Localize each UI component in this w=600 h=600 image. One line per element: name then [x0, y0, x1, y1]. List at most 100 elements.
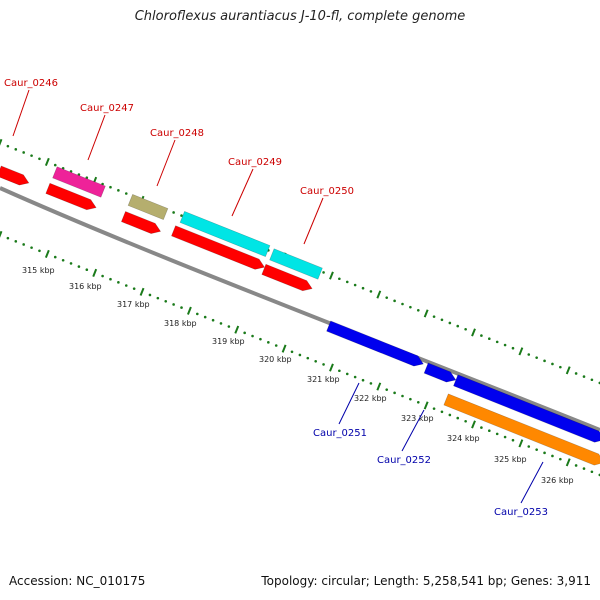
tick-dot — [582, 375, 586, 378]
tick-mark — [44, 157, 50, 167]
tick-dot — [172, 303, 175, 306]
genome-summary: Topology: circular; Length: 5,258,541 bp… — [261, 574, 591, 588]
tick-dot — [259, 337, 262, 341]
tick-dot — [535, 356, 538, 359]
tick-dot — [101, 274, 104, 278]
inner-tick-ring — [0, 230, 600, 477]
tick-mark — [329, 271, 334, 280]
tick-dot — [22, 243, 25, 246]
cds-feature — [45, 182, 97, 211]
scale-label: 320 kbp — [259, 355, 292, 364]
tick-dot — [85, 268, 89, 272]
tick-dot — [543, 451, 546, 455]
tick-dot — [132, 287, 136, 290]
gene-label-reverse: Caur_0253 — [494, 507, 548, 518]
tick-dot — [345, 280, 349, 284]
tick-dot — [495, 340, 499, 344]
tick-dot — [211, 318, 215, 322]
tick-mark — [92, 268, 98, 277]
tick-dot — [117, 281, 120, 284]
tick-dot — [551, 454, 554, 458]
tick-dot — [14, 240, 18, 243]
tick-dot — [156, 296, 160, 300]
tick-dot — [124, 284, 128, 287]
tick-dot — [416, 309, 420, 312]
tick-dot — [369, 382, 373, 385]
tick-dot — [590, 470, 594, 474]
tick-dot — [456, 416, 460, 420]
scale-label: 324 kbp — [447, 434, 480, 443]
label-leader-line — [12, 89, 30, 137]
tick-dot — [488, 337, 491, 341]
tick-dot — [124, 192, 128, 195]
tick-dot — [338, 369, 341, 373]
tick-dot — [488, 429, 491, 433]
label-leader-line — [401, 409, 425, 452]
cds-feature — [261, 263, 313, 292]
tick-dot — [559, 365, 562, 369]
tick-dot — [322, 363, 325, 366]
tick-dot — [543, 359, 546, 363]
label-leader-line — [303, 197, 324, 245]
tick-dot — [590, 378, 594, 382]
tick-mark — [376, 382, 382, 391]
tick-dot — [53, 255, 57, 259]
tick-dot — [22, 151, 25, 154]
tick-dot — [574, 372, 578, 375]
tick-dot — [440, 318, 444, 322]
tick-mark — [423, 401, 429, 410]
label-leader-line — [520, 461, 544, 504]
scale-label: 322 kbp — [354, 394, 387, 403]
tick-dot — [448, 321, 452, 325]
tick-dot — [180, 214, 183, 217]
tick-mark — [329, 363, 334, 372]
tick-dot — [582, 467, 586, 470]
gene-labels: Caur_0246 Caur_0247 Caur_0248 Caur_0249 Caur… — [4, 78, 548, 518]
tick-dot — [38, 157, 41, 161]
tick-dot — [61, 258, 65, 262]
tick-dot — [53, 163, 57, 167]
gene-feature — [127, 193, 169, 221]
scale-label: 316 kbp — [69, 282, 102, 291]
gene-label-forward: Caur_0249 — [228, 157, 282, 168]
tick-dot — [164, 299, 168, 303]
tick-dot — [361, 286, 365, 290]
label-leader-line — [231, 168, 254, 217]
tick-dot — [574, 464, 578, 467]
tick-dot — [6, 236, 10, 240]
tick-dot — [345, 372, 349, 376]
scale-labels: 315 kbp 316 kbp 317 kbp 318 kbp 319 kbp 320 k… — [22, 266, 574, 485]
tick-dot — [69, 262, 73, 265]
gene-label-reverse: Caur_0252 — [377, 455, 431, 466]
gene-label-forward: Caur_0250 — [300, 186, 354, 197]
tick-mark — [471, 420, 476, 429]
tick-dot — [314, 359, 317, 363]
tick-mark — [0, 230, 3, 238]
tick-dot — [274, 344, 278, 347]
accession-label: Accession: NC_010175 — [9, 574, 146, 588]
tick-dot — [527, 445, 531, 448]
scale-label: 321 kbp — [307, 375, 340, 384]
tick-dot — [385, 296, 389, 299]
tick-dot — [432, 407, 436, 410]
tick-dot — [61, 166, 65, 170]
tick-dot — [353, 375, 357, 379]
reverse-feature — [443, 393, 600, 466]
gene-feature — [269, 248, 323, 280]
tick-dot — [298, 353, 302, 357]
tick-dot — [306, 356, 310, 360]
scale-label: 315 kbp — [22, 266, 55, 275]
tick-dot — [219, 322, 223, 325]
cds-feature — [0, 165, 30, 186]
cds-feature — [120, 211, 162, 234]
tick-mark — [423, 309, 429, 318]
cds-feature — [171, 225, 265, 270]
tick-dot — [77, 173, 81, 176]
tick-dot — [393, 299, 396, 303]
tick-mark — [139, 287, 145, 296]
tick-dot — [322, 271, 325, 274]
tick-dot — [456, 324, 460, 328]
tick-dot — [38, 249, 41, 253]
tick-dot — [409, 305, 412, 309]
